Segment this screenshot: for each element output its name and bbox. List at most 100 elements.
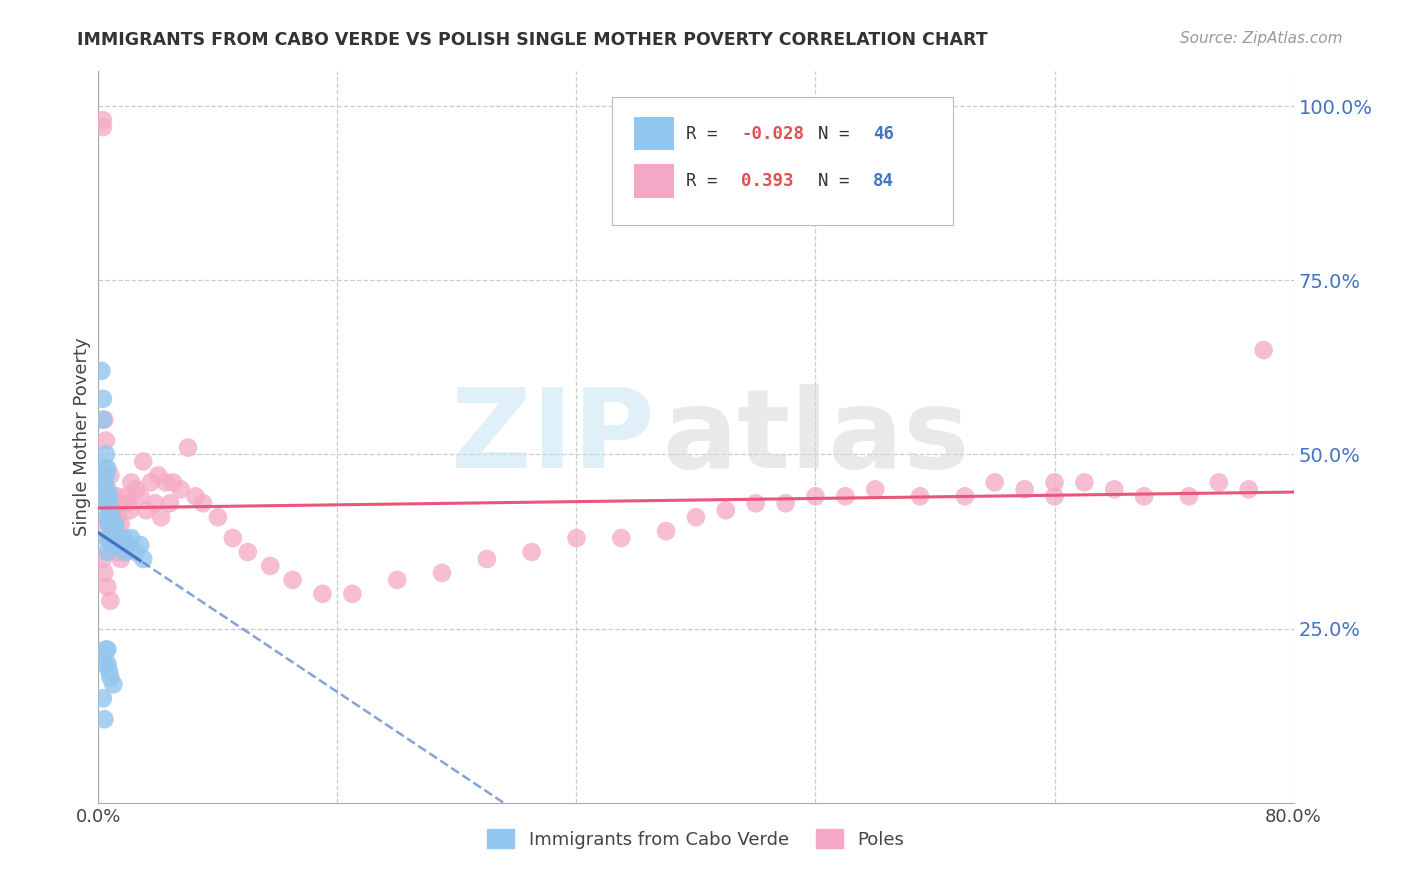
Point — [129, 538, 152, 552]
Point — [685, 510, 707, 524]
Text: Source: ZipAtlas.com: Source: ZipAtlas.com — [1180, 31, 1343, 46]
Point — [96, 642, 118, 657]
Point — [953, 489, 976, 503]
Point — [101, 538, 124, 552]
FancyBboxPatch shape — [634, 164, 675, 198]
Point — [96, 496, 118, 510]
Point — [97, 517, 120, 532]
Point — [259, 558, 281, 573]
Point — [159, 496, 181, 510]
Point — [93, 712, 115, 726]
Point — [97, 489, 120, 503]
Point — [132, 552, 155, 566]
Point — [120, 475, 142, 490]
Point — [281, 573, 304, 587]
Point — [114, 545, 136, 559]
Point — [103, 503, 125, 517]
Point — [96, 483, 118, 497]
Point — [191, 496, 214, 510]
Point — [177, 441, 200, 455]
Point — [111, 538, 134, 552]
Point — [103, 524, 125, 538]
Point — [114, 545, 136, 559]
Point — [112, 538, 135, 552]
Point — [148, 468, 170, 483]
Point — [117, 496, 139, 510]
Point — [984, 475, 1007, 490]
Point — [125, 545, 148, 559]
Point — [96, 496, 118, 510]
Point — [1253, 343, 1275, 357]
Point — [91, 412, 114, 426]
Point — [129, 489, 152, 503]
Point — [162, 475, 184, 490]
Point — [94, 489, 117, 503]
Point — [96, 545, 118, 559]
Text: N =: N = — [818, 125, 860, 143]
Point — [430, 566, 453, 580]
Point — [139, 475, 162, 490]
Point — [105, 531, 128, 545]
Point — [93, 657, 115, 671]
Legend: Immigrants from Cabo Verde, Poles: Immigrants from Cabo Verde, Poles — [481, 822, 911, 856]
Point — [155, 475, 177, 490]
Point — [94, 448, 117, 462]
Point — [117, 538, 139, 552]
Point — [94, 531, 117, 545]
Point — [107, 510, 129, 524]
Text: 84: 84 — [873, 172, 894, 190]
Point — [132, 454, 155, 468]
Text: R =: R = — [686, 125, 728, 143]
Point — [135, 503, 157, 517]
Point — [93, 461, 115, 475]
Point — [96, 580, 118, 594]
Point — [565, 531, 588, 545]
Point — [112, 531, 135, 545]
Point — [91, 691, 114, 706]
Point — [1178, 489, 1201, 503]
Point — [120, 531, 142, 545]
Point — [865, 483, 887, 497]
Text: R =: R = — [686, 172, 740, 190]
Point — [115, 489, 138, 503]
Point — [96, 461, 118, 475]
Point — [143, 496, 166, 510]
Point — [90, 364, 112, 378]
Point — [342, 587, 364, 601]
Point — [93, 475, 115, 490]
Point — [97, 496, 120, 510]
Text: ZIP: ZIP — [451, 384, 654, 491]
Point — [98, 468, 122, 483]
Point — [804, 489, 827, 503]
Point — [475, 552, 498, 566]
Point — [91, 113, 114, 128]
Point — [96, 517, 118, 532]
Point — [207, 510, 229, 524]
Point — [97, 531, 120, 545]
Point — [125, 483, 148, 497]
Point — [94, 483, 117, 497]
Point — [101, 531, 124, 545]
Point — [1208, 475, 1230, 490]
Point — [610, 531, 633, 545]
Text: 0.393: 0.393 — [741, 172, 794, 190]
Point — [184, 489, 207, 503]
Text: N =: N = — [818, 172, 860, 190]
Point — [1043, 475, 1066, 490]
Point — [103, 517, 125, 532]
Point — [745, 496, 768, 510]
Point — [105, 524, 128, 538]
Point — [98, 594, 122, 608]
Point — [101, 489, 124, 503]
Point — [110, 538, 132, 552]
Point — [385, 573, 409, 587]
Point — [96, 510, 118, 524]
Point — [98, 510, 122, 524]
FancyBboxPatch shape — [613, 97, 953, 225]
Point — [98, 517, 122, 532]
Point — [97, 510, 120, 524]
Point — [94, 468, 117, 483]
Point — [91, 120, 114, 134]
Point — [104, 517, 127, 532]
Point — [97, 489, 120, 503]
